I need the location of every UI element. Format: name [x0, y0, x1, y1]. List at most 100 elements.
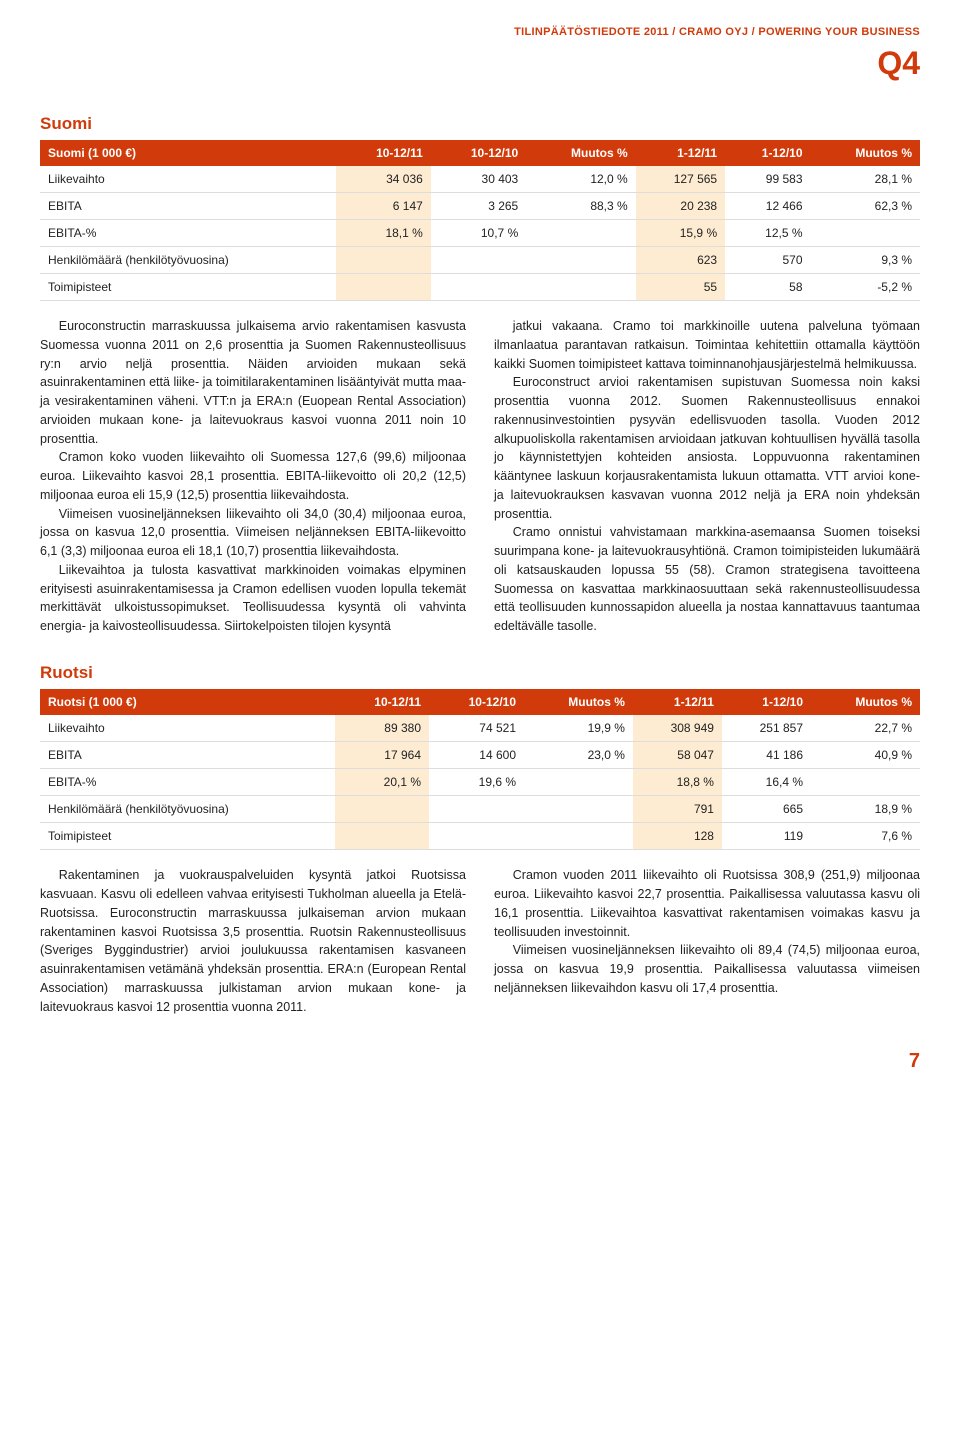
row-label: Liikevaihto [40, 166, 336, 193]
row-label: Henkilömäärä (henkilötyövuosina) [40, 247, 336, 274]
cell [431, 247, 526, 274]
col-2: 10-12/10 [431, 140, 526, 166]
col-label: Suomi (1 000 €) [40, 140, 336, 166]
paragraph: Cramon koko vuoden liikevaihto oli Suome… [40, 448, 466, 504]
row-label: EBITA-% [40, 220, 336, 247]
cell: 58 047 [633, 742, 722, 769]
cell [335, 796, 429, 823]
cell: 15,9 % [636, 220, 725, 247]
cell: -5,2 % [811, 274, 921, 301]
cell: 308 949 [633, 715, 722, 742]
cell: 128 [633, 823, 722, 850]
cell: 19,6 % [429, 769, 524, 796]
row-label: EBITA [40, 193, 336, 220]
col-label: Ruotsi (1 000 €) [40, 689, 335, 715]
table-row: EBITA-%20,1 %19,6 % 18,8 %16,4 % [40, 769, 920, 796]
cell [811, 220, 921, 247]
col-5: 1-12/10 [725, 140, 810, 166]
row-label: Toimipisteet [40, 823, 335, 850]
cell: 58 [725, 274, 810, 301]
cell [526, 220, 635, 247]
table-header-row: Ruotsi (1 000 €) 10-12/11 10-12/10 Muuto… [40, 689, 920, 715]
cell [336, 274, 430, 301]
cell: 20 238 [636, 193, 725, 220]
cell [524, 796, 633, 823]
cell: 570 [725, 247, 810, 274]
cell: 12,5 % [725, 220, 810, 247]
cell: 41 186 [722, 742, 811, 769]
col-3: Muutos % [524, 689, 633, 715]
cell: 55 [636, 274, 725, 301]
cell: 17 964 [335, 742, 429, 769]
cell [811, 769, 920, 796]
col-6: Muutos % [811, 140, 921, 166]
cell: 3 265 [431, 193, 526, 220]
cell: 18,8 % [633, 769, 722, 796]
col-3: Muutos % [526, 140, 635, 166]
cell: 665 [722, 796, 811, 823]
section-title-suomi: Suomi [40, 111, 920, 137]
cell: 62,3 % [811, 193, 921, 220]
cell: 16,4 % [722, 769, 811, 796]
paragraph: jatkui vakaana. Cramo toi markkinoille u… [494, 317, 920, 373]
table-row: Henkilömäärä (henkilötyövuosina)79166518… [40, 796, 920, 823]
table-row: Henkilömäärä (henkilötyövuosina) 6235709,… [40, 247, 920, 274]
row-label: Toimipisteet [40, 274, 336, 301]
cell [524, 823, 633, 850]
table-row: EBITA17 96414 60023,0 %58 04741 18640,9 … [40, 742, 920, 769]
cell: 28,1 % [811, 166, 921, 193]
table-row: Toimipisteet1281197,6 % [40, 823, 920, 850]
cell: 12 466 [725, 193, 810, 220]
col-1: 10-12/11 [335, 689, 429, 715]
paragraph: Cramo onnistui vahvistamaan markkina-ase… [494, 523, 920, 636]
cell: 7,6 % [811, 823, 920, 850]
paragraph: Liikevaihtoa ja tulosta kasvattivat mark… [40, 561, 466, 636]
cell: 6 147 [336, 193, 430, 220]
cell: 99 583 [725, 166, 810, 193]
cell: 9,3 % [811, 247, 921, 274]
paragraph: Viimeisen vuosineljänneksen liikevaihto … [494, 941, 920, 997]
paragraph: Euroconstruct arvioi rakentamisen supist… [494, 373, 920, 523]
table-row: Liikevaihto89 38074 52119,9 %308 949251 … [40, 715, 920, 742]
paragraph: Cramon vuoden 2011 liikevaihto oli Ruots… [494, 866, 920, 941]
row-label: Liikevaihto [40, 715, 335, 742]
table-row: Toimipisteet 5558-5,2 % [40, 274, 920, 301]
cell: 23,0 % [524, 742, 633, 769]
cell [429, 796, 524, 823]
cell: 20,1 % [335, 769, 429, 796]
table-row: EBITA-%18,1 %10,7 % 15,9 %12,5 % [40, 220, 920, 247]
cell: 30 403 [431, 166, 526, 193]
cell: 10,7 % [431, 220, 526, 247]
cell: 89 380 [335, 715, 429, 742]
col-4: 1-12/11 [633, 689, 722, 715]
col-6: Muutos % [811, 689, 920, 715]
cell: 12,0 % [526, 166, 635, 193]
cell [526, 274, 635, 301]
cell: 127 565 [636, 166, 725, 193]
table-header-row: Suomi (1 000 €) 10-12/11 10-12/10 Muutos… [40, 140, 920, 166]
cell [336, 247, 430, 274]
row-label: EBITA [40, 742, 335, 769]
cell: 88,3 % [526, 193, 635, 220]
col-4: 1-12/11 [636, 140, 725, 166]
section-title-ruotsi: Ruotsi [40, 660, 920, 686]
cell: 18,1 % [336, 220, 430, 247]
cell: 791 [633, 796, 722, 823]
paragraph: Euroconstructin marraskuussa julkaisema … [40, 317, 466, 448]
cell [431, 274, 526, 301]
table-ruotsi: Ruotsi (1 000 €) 10-12/11 10-12/10 Muuto… [40, 689, 920, 850]
row-label: EBITA-% [40, 769, 335, 796]
cell: 623 [636, 247, 725, 274]
body-col-right: jatkui vakaana. Cramo toi markkinoille u… [494, 317, 920, 636]
page-number: 7 [40, 1046, 920, 1076]
body-col-right: Cramon vuoden 2011 liikevaihto oli Ruots… [494, 866, 920, 1016]
row-label: Henkilömäärä (henkilötyövuosina) [40, 796, 335, 823]
paragraph: Viimeisen vuosineljänneksen liikevaihto … [40, 505, 466, 561]
table-body: Liikevaihto34 03630 40312,0 %127 56599 5… [40, 166, 920, 301]
cell: 22,7 % [811, 715, 920, 742]
cell [526, 247, 635, 274]
body-col-left: Euroconstructin marraskuussa julkaisema … [40, 317, 466, 636]
cell [429, 823, 524, 850]
col-2: 10-12/10 [429, 689, 524, 715]
cell: 40,9 % [811, 742, 920, 769]
